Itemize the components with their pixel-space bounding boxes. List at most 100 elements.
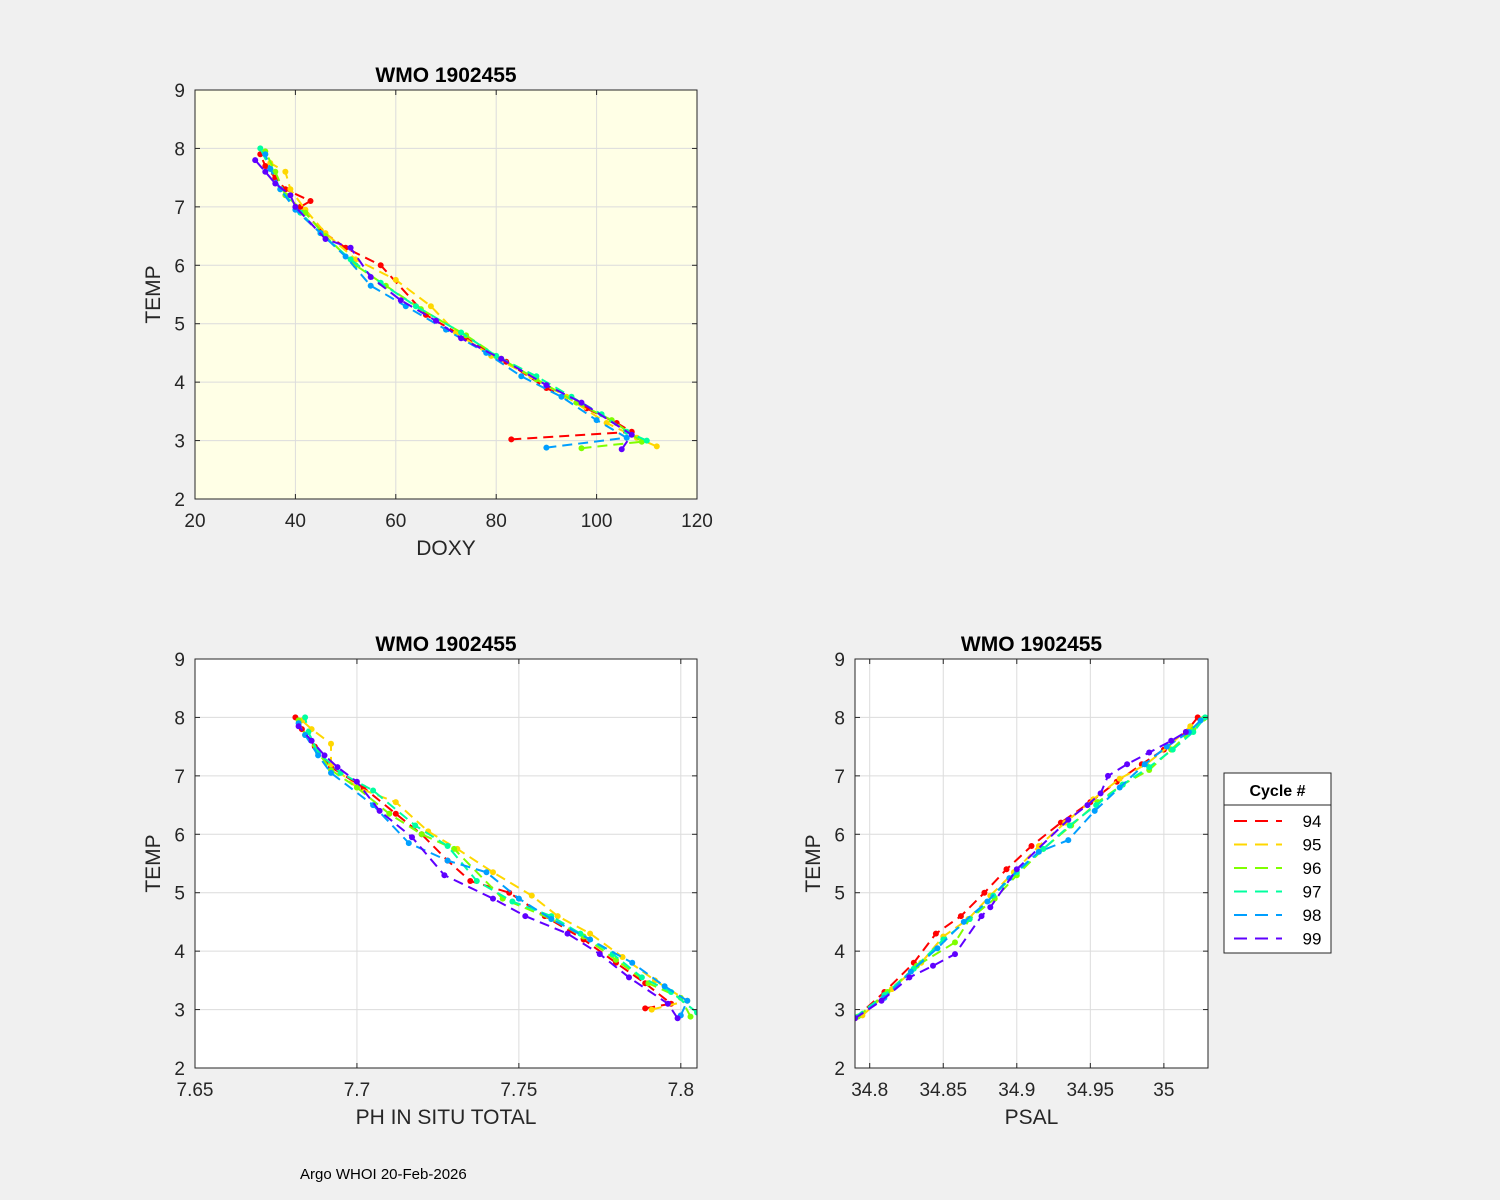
data-point-98 bbox=[405, 840, 412, 847]
data-point-99 bbox=[626, 974, 632, 981]
data-point-98 bbox=[587, 936, 594, 943]
x-axis-label: DOXY bbox=[416, 537, 476, 560]
legend-label-96: 96 bbox=[1303, 859, 1322, 878]
data-point-95 bbox=[287, 186, 294, 193]
data-point-94 bbox=[392, 810, 399, 817]
data-point-99 bbox=[308, 737, 315, 744]
data-point-95 bbox=[392, 799, 399, 806]
data-point-95 bbox=[1116, 775, 1123, 782]
data-point-99 bbox=[978, 913, 985, 920]
series-line-99 bbox=[254, 159, 634, 450]
data-point-98 bbox=[267, 165, 274, 172]
data-point-98 bbox=[684, 997, 691, 1004]
series-line-98 bbox=[297, 722, 689, 1016]
data-point-96 bbox=[451, 845, 458, 852]
data-point-97 bbox=[458, 329, 465, 336]
data-point-98 bbox=[262, 151, 269, 158]
data-point-99 bbox=[1146, 749, 1153, 756]
legend-title: Cycle # bbox=[1249, 783, 1305, 800]
data-point-97 bbox=[694, 1009, 697, 1016]
data-point-98 bbox=[342, 253, 349, 260]
x-tick-label: 80 bbox=[486, 511, 507, 532]
y-tick-label: 2 bbox=[834, 1059, 845, 1080]
x-tick-label: 60 bbox=[385, 511, 406, 532]
data-point-98 bbox=[984, 898, 991, 905]
series-line-95 bbox=[861, 725, 1191, 1017]
data-point-98 bbox=[1091, 807, 1098, 814]
data-point-97 bbox=[302, 714, 309, 721]
chart-title: WMO 1902455 bbox=[375, 64, 517, 87]
data-point-95 bbox=[653, 443, 660, 450]
legend-label-95: 95 bbox=[1303, 836, 1322, 855]
y-tick-label: 4 bbox=[174, 373, 185, 394]
data-point-99 bbox=[855, 1015, 858, 1022]
data-point-98 bbox=[315, 752, 322, 759]
data-point-97 bbox=[638, 974, 645, 981]
data-layer bbox=[855, 714, 1208, 1022]
axes-frame bbox=[854, 658, 1209, 1069]
data-point-96 bbox=[638, 438, 645, 445]
data-point-98 bbox=[543, 444, 550, 451]
data-point-99 bbox=[295, 723, 302, 730]
legend-label-98: 98 bbox=[1303, 906, 1322, 925]
data-point-94 bbox=[508, 436, 515, 443]
y-tick-label: 2 bbox=[174, 490, 185, 511]
data-point-99 bbox=[262, 168, 269, 175]
data-point-99 bbox=[987, 904, 994, 911]
data-point-99 bbox=[367, 274, 374, 280]
data-point-99 bbox=[1105, 772, 1111, 779]
data-point-99 bbox=[458, 335, 465, 342]
y-tick-label: 3 bbox=[834, 1001, 845, 1022]
data-point-99 bbox=[522, 913, 529, 920]
y-tick-label: 3 bbox=[174, 1001, 185, 1022]
data-point-99 bbox=[347, 244, 354, 251]
data-point-98 bbox=[593, 417, 600, 424]
data-point-99 bbox=[397, 297, 404, 304]
data-point-99 bbox=[272, 180, 279, 187]
data-point-98 bbox=[1163, 743, 1170, 750]
y-tick-label: 6 bbox=[174, 825, 185, 846]
data-point-97 bbox=[412, 822, 419, 829]
axes-frame bbox=[194, 89, 698, 500]
x-tick-label: 7.75 bbox=[500, 1080, 537, 1101]
data-point-96 bbox=[386, 810, 393, 817]
data-point-94 bbox=[1028, 843, 1035, 849]
data-point-99 bbox=[498, 355, 505, 362]
y-tick-label: 6 bbox=[174, 256, 185, 277]
data-point-98 bbox=[1035, 848, 1042, 855]
data-point-99 bbox=[1124, 761, 1131, 768]
data-point-95 bbox=[528, 892, 535, 899]
y-tick-label: 4 bbox=[174, 942, 185, 963]
data-point-98 bbox=[548, 916, 555, 922]
y-tick-label: 5 bbox=[174, 884, 185, 905]
legend-label-97: 97 bbox=[1303, 883, 1322, 902]
data-point-96 bbox=[687, 1013, 694, 1020]
data-point-97 bbox=[1146, 764, 1153, 771]
x-tick-label: 34.95 bbox=[1067, 1080, 1115, 1101]
data-point-99 bbox=[952, 951, 958, 958]
x-tick-label: 35 bbox=[1153, 1080, 1174, 1101]
data-point-99 bbox=[292, 203, 299, 210]
legend-label-94: 94 bbox=[1303, 812, 1322, 831]
y-tick-label: 5 bbox=[174, 315, 185, 336]
data-point-98 bbox=[907, 968, 914, 975]
legend-box bbox=[1223, 772, 1332, 954]
data-point-97 bbox=[509, 898, 516, 905]
data-point-99 bbox=[618, 446, 625, 453]
data-point-97 bbox=[643, 437, 650, 444]
data-point-95 bbox=[282, 168, 289, 175]
cycle-legend: Cycle # 94 95 96 97 98 99 bbox=[1223, 772, 1332, 954]
data-point-99 bbox=[353, 778, 360, 785]
data-point-95 bbox=[427, 303, 434, 310]
y-tick-label: 8 bbox=[834, 708, 845, 729]
data-point-99 bbox=[664, 1000, 671, 1007]
data-point-97 bbox=[1169, 746, 1176, 753]
data-point-99 bbox=[287, 192, 294, 199]
y-tick-label: 5 bbox=[834, 884, 845, 905]
series-line-95 bbox=[264, 153, 658, 448]
data-point-95 bbox=[328, 740, 334, 747]
x-tick-label: 7.8 bbox=[668, 1080, 694, 1101]
data-layer bbox=[252, 145, 660, 453]
x-tick-label: 7.7 bbox=[344, 1080, 370, 1101]
